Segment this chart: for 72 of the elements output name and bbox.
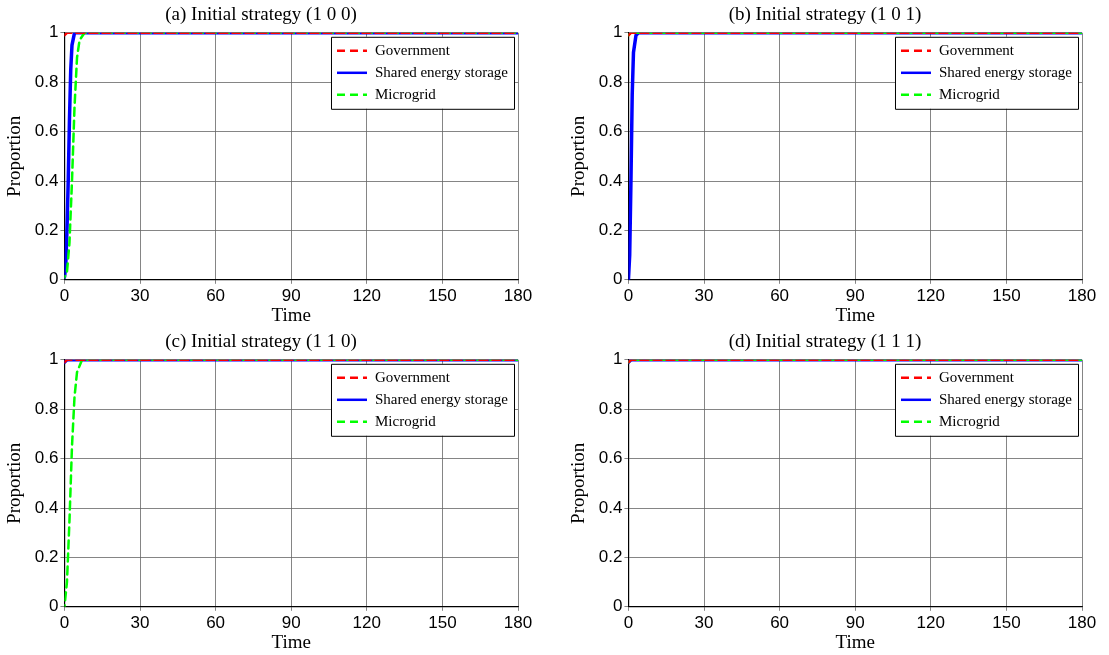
x-tick-label: 120 [352,285,381,305]
x-tick-label: 60 [770,285,790,305]
y-tick-label: 0.8 [34,71,59,91]
x-axis-title: Time [835,630,875,652]
y-tick-label: 0.8 [598,398,623,418]
x-tick-label: 60 [206,285,226,305]
y-tick-label: 0.2 [34,547,59,567]
x-tick-label: 30 [694,285,714,305]
x-tick-label: 180 [503,612,533,632]
x-tick-label: 30 [130,285,150,305]
y-axis-title: Proportion [567,442,589,524]
x-tick-label: 90 [845,612,865,632]
y-axis-title: Proportion [3,115,25,197]
y-tick-label: 1 [612,349,623,369]
x-tick-label: 180 [1067,612,1097,632]
y-tick-label: 0.2 [598,547,623,567]
y-tick-label: 0.4 [34,170,59,190]
y-tick-label: 1 [48,22,59,42]
x-axis-title: Time [271,303,311,325]
legend-label: Shared energy storage [938,390,1073,407]
x-tick-label: 90 [281,285,301,305]
y-tick-label: 0.6 [34,121,59,141]
x-tick-label: 150 [992,285,1021,305]
y-tick-label: 0.8 [34,398,59,418]
y-tick-label: 0.8 [598,71,623,91]
x-tick-label: 180 [503,285,533,305]
y-tick-label: 0 [612,269,623,289]
chart-title: (b) Initial strategy (1 0 1) [728,3,922,26]
x-tick-label: 180 [1067,285,1097,305]
x-tick-label: 30 [130,612,150,632]
legend-label: Government [374,41,451,58]
legend-label: Microgrid [374,85,437,102]
chart-title: (a) Initial strategy (1 0 0) [165,3,357,26]
x-tick-label: 150 [428,285,457,305]
x-tick-label: 120 [352,612,381,632]
y-tick-label: 0 [48,596,59,616]
y-tick-label: 0.4 [34,497,59,517]
legend-label: Microgrid [938,412,1001,429]
legend-label: Shared energy storage [938,63,1073,80]
y-tick-label: 0.2 [34,220,59,240]
legend-label: Shared energy storage [374,390,509,407]
y-tick-label: 0.4 [598,497,623,517]
x-tick-label: 90 [845,285,865,305]
legend-label: Government [938,41,1015,58]
x-tick-label: 150 [992,612,1021,632]
y-axis-title: Proportion [567,115,589,197]
x-tick-label: 30 [694,612,714,632]
x-tick-label: 90 [281,612,301,632]
y-tick-label: 0.6 [598,121,623,141]
x-axis-title: Time [835,303,875,325]
chart-title: (c) Initial strategy (1 1 0) [165,330,357,353]
x-tick-label: 120 [916,285,945,305]
y-tick-label: 1 [612,22,623,42]
legend-label: Microgrid [938,85,1001,102]
y-tick-label: 0 [48,269,59,289]
y-tick-label: 0.4 [598,170,623,190]
legend-label: Government [374,368,451,385]
y-tick-label: 0.6 [598,448,623,468]
x-tick-label: 150 [428,612,457,632]
y-tick-label: 0 [612,596,623,616]
x-tick-label: 60 [770,612,790,632]
y-tick-label: 1 [48,349,59,369]
y-tick-label: 0.2 [598,220,623,240]
x-tick-label: 120 [916,612,945,632]
x-tick-label: 60 [206,612,226,632]
chart-title: (d) Initial strategy (1 1 1) [728,330,922,353]
legend-label: Microgrid [374,412,437,429]
y-tick-label: 0.6 [34,448,59,468]
x-axis-title: Time [271,630,311,652]
legend-label: Government [938,368,1015,385]
legend-label: Shared energy storage [374,63,509,80]
y-axis-title: Proportion [3,442,25,524]
